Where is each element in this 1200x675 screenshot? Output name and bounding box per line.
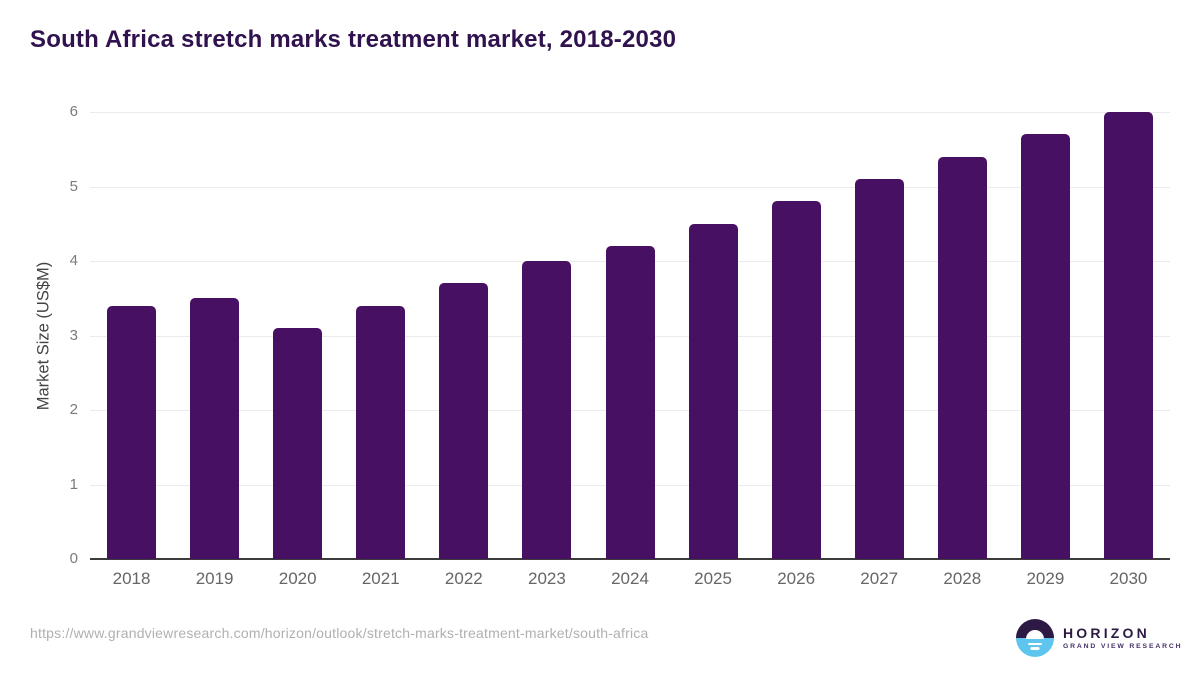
logo-name: HORIZON <box>1063 625 1150 641</box>
y-tick-label-5: 5 <box>69 177 78 195</box>
sun-reflection-line <box>1030 647 1040 650</box>
bar-2027[interactable] <box>854 179 904 559</box>
y-tick-label-3: 3 <box>69 326 78 344</box>
source-url: https://www.grandviewresearch.com/horizo… <box>30 625 649 641</box>
bar-2030[interactable] <box>1103 112 1153 559</box>
y-tick-label-0: 0 <box>69 550 78 567</box>
sun-reflection-line <box>1028 642 1042 645</box>
horizon-logo[interactable]: HORIZON GRAND VIEW RESEARCH <box>1016 619 1182 657</box>
y-tick-label-1: 1 <box>69 475 78 493</box>
x-tick-label-2026: 2026 <box>777 569 816 588</box>
bar-2024[interactable] <box>605 246 655 559</box>
x-tick-label-2025: 2025 <box>694 569 732 588</box>
x-tick-label-2022: 2022 <box>444 569 483 588</box>
logo-subtitle: GRAND VIEW RESEARCH <box>1063 643 1183 650</box>
bar-2025[interactable] <box>688 223 738 559</box>
x-tick-label-2019: 2019 <box>195 569 234 588</box>
x-tick-label-2020: 2020 <box>278 569 317 588</box>
x-tick-label-2030: 2030 <box>1109 569 1148 588</box>
sun-dome-shape <box>1026 630 1044 639</box>
bar-2021[interactable] <box>356 305 406 559</box>
bar-2018[interactable] <box>107 305 157 559</box>
bar-2022[interactable] <box>439 283 489 559</box>
x-tick-label-2018: 2018 <box>112 569 151 588</box>
x-tick-label-2024: 2024 <box>611 569 649 588</box>
bar-2028[interactable] <box>937 156 987 559</box>
bar-2020[interactable] <box>273 328 323 559</box>
bar-2019[interactable] <box>190 298 240 559</box>
y-tick-label-4: 4 <box>69 252 78 269</box>
x-tick-label-2021: 2021 <box>361 569 400 588</box>
bar-2026[interactable] <box>771 201 821 559</box>
y-tick-label-6: 6 <box>69 103 78 120</box>
gridline-y6 <box>90 112 1170 113</box>
x-tick-label-2027: 2027 <box>860 569 899 588</box>
gridline-y5 <box>90 186 1170 188</box>
x-tick-label-2029: 2029 <box>1026 569 1065 588</box>
chart-title: South Africa stretch marks treatment mar… <box>30 26 677 53</box>
x-tick-label-2023: 2023 <box>528 569 566 588</box>
x-axis-line <box>90 558 1170 560</box>
logo-text: HORIZON GRAND VIEW RESEARCH <box>1063 625 1183 651</box>
horizon-sun-icon <box>1016 619 1054 657</box>
x-tick-label-2028: 2028 <box>943 569 982 588</box>
bar-2029[interactable] <box>1020 134 1070 559</box>
bar-2023[interactable] <box>522 261 572 559</box>
y-tick-label-2: 2 <box>69 401 78 418</box>
